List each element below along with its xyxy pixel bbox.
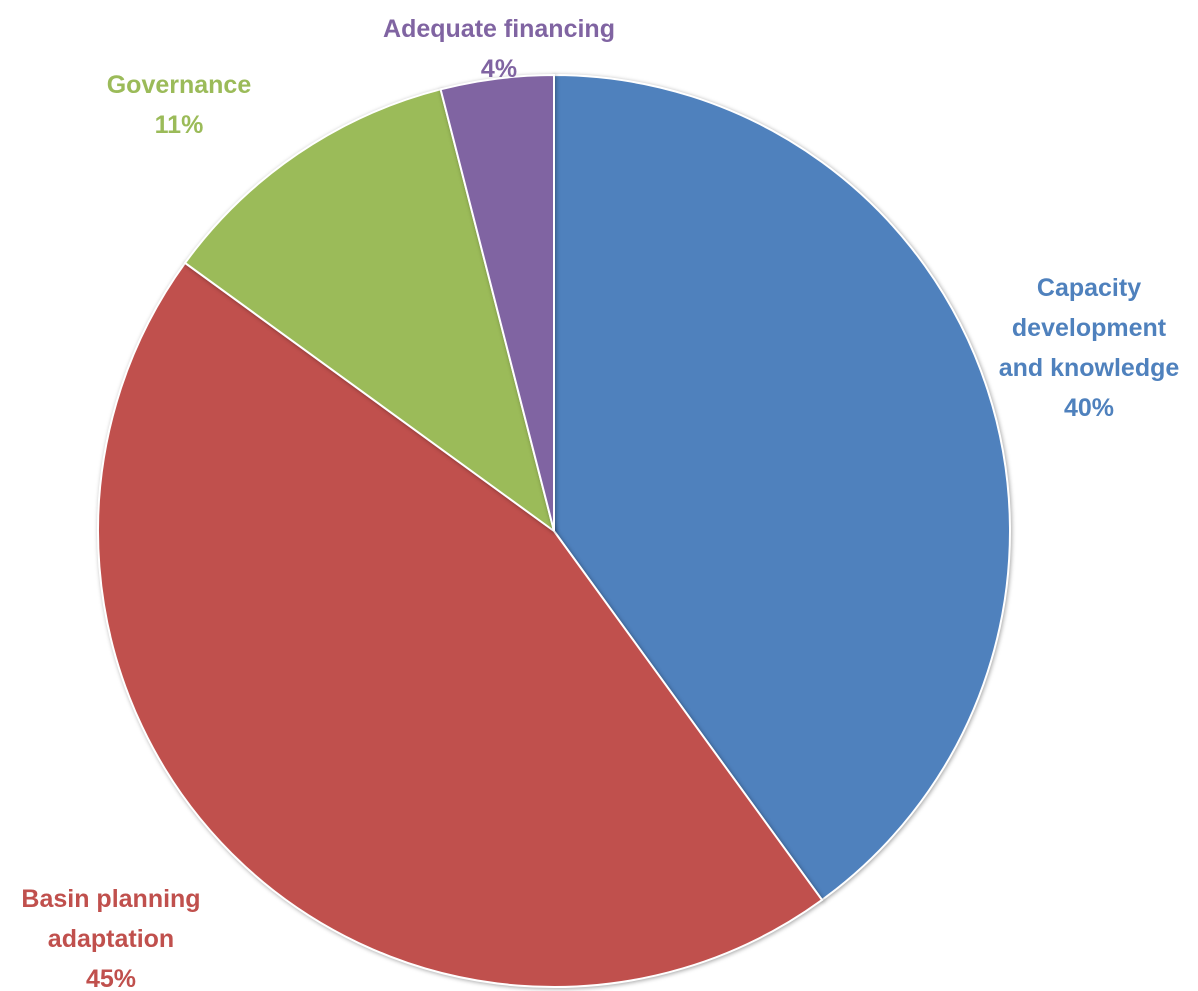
slice-name-label: development	[1012, 314, 1167, 342]
slice-label: Governance 11%	[107, 71, 252, 139]
pie-slice-basin-planning-adaptation	[97, 261, 824, 988]
slice-name-label: Capacity	[1037, 274, 1141, 302]
slice-label: Basin planning adaptation 45%	[21, 885, 200, 991]
pie-labels: Capacity development and knowledge 40% Basin…	[21, 15, 1179, 991]
pie-slices	[97, 73, 1011, 988]
pie-slice-governance	[183, 88, 556, 534]
pie-slice-capacity-development-and-knowledge	[553, 73, 1011, 902]
slice-name-label: Governance	[107, 71, 252, 99]
slice-name-label: Basin planning	[21, 885, 200, 913]
pie-slice-adequate-financing	[439, 73, 555, 532]
slice-name-label: Adequate financing	[383, 15, 615, 43]
slice-label: Adequate financing 4%	[383, 15, 615, 83]
slice-name-label: and knowledge	[999, 354, 1180, 382]
slice-percent-label: 40%	[1064, 394, 1114, 422]
slice-percent-label: 4%	[481, 55, 517, 83]
slice-label: Capacity development and knowledge 40%	[999, 274, 1180, 422]
slice-percent-label: 11%	[155, 111, 204, 139]
slice-percent-label: 45%	[86, 965, 136, 991]
slice-name-label: adaptation	[48, 925, 174, 953]
